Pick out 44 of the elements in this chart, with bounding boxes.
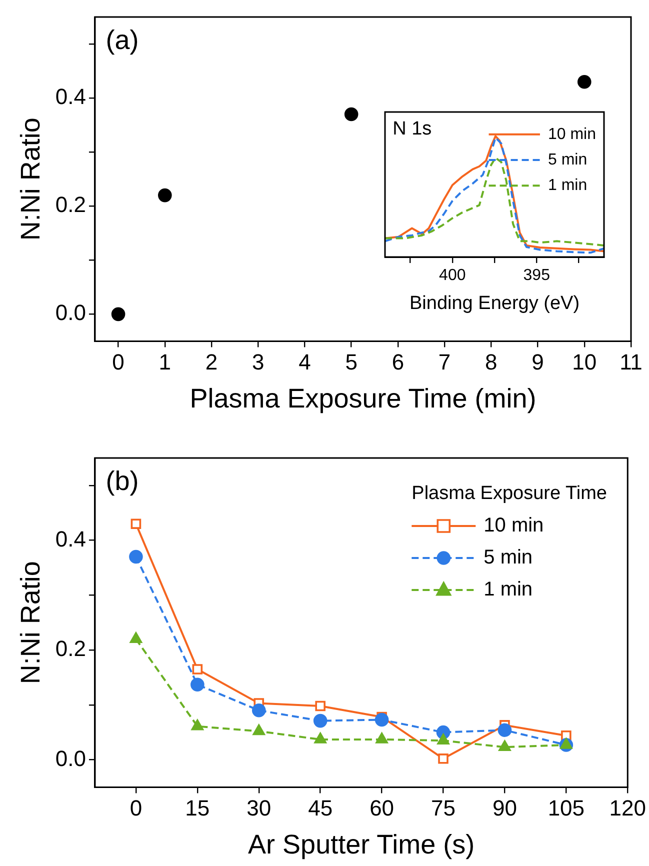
x-tick-label: 0	[112, 349, 124, 374]
x-tick-label: 9	[532, 349, 544, 374]
y-tick-label: 0.4	[55, 526, 86, 552]
x-tick-label: 15	[185, 795, 210, 820]
legend-label: 10 min	[484, 514, 544, 537]
legend-label: 10 min	[548, 126, 596, 143]
annotation: N 1s	[392, 118, 432, 140]
x-tick-label: 75	[431, 795, 456, 820]
y-tick-label: 0.4	[55, 84, 86, 110]
legend-label: 1 min	[548, 177, 588, 194]
x-tick-label: 3	[252, 349, 264, 374]
x-axis-title: Ar Sputter Time (s)	[248, 829, 475, 860]
y-tick-label: 0.2	[55, 192, 86, 218]
x-axis-title: Plasma Exposure Time (min)	[190, 383, 536, 414]
x-tick-label: 8	[485, 349, 498, 374]
legend-label: 5 min	[548, 151, 588, 168]
x-tick-label: 4	[298, 349, 311, 374]
x-tick-label: 30	[246, 795, 272, 820]
x-tick-label: 10	[572, 349, 597, 374]
x-tick-label: 60	[370, 795, 394, 820]
x-tick-label: 7	[438, 349, 451, 374]
annotation: (b)	[106, 466, 139, 496]
legend-label: 5 min	[484, 546, 533, 569]
y-tick-label: 0.0	[55, 746, 86, 771]
legend-title: Plasma Exposure Time	[412, 483, 608, 504]
x-tick-label: 105	[548, 795, 585, 820]
legend-label: 1 min	[484, 578, 533, 601]
x-axis-title: Binding Energy (eV)	[409, 292, 580, 314]
y-tick-label: 0.2	[55, 636, 86, 662]
x-tick-label: 400	[439, 267, 466, 284]
x-tick-label: 11	[620, 349, 642, 374]
annotation: (a)	[106, 24, 139, 55]
y-tick-label: 0.0	[55, 300, 86, 326]
y-axis-title: N:Ni Ratio	[16, 118, 46, 241]
x-tick-label: 0	[130, 795, 142, 820]
x-tick-label: 395	[523, 267, 550, 284]
x-tick-label: 120	[609, 795, 646, 820]
x-tick-label: 6	[392, 349, 404, 374]
x-tick-label: 1	[158, 349, 172, 374]
x-tick-label: 5	[345, 349, 358, 374]
x-tick-label: 90	[492, 795, 517, 820]
y-axis-title: N:Ni Ratio	[16, 561, 46, 684]
x-tick-label: 45	[308, 795, 333, 820]
x-tick-label: 2	[205, 349, 218, 374]
